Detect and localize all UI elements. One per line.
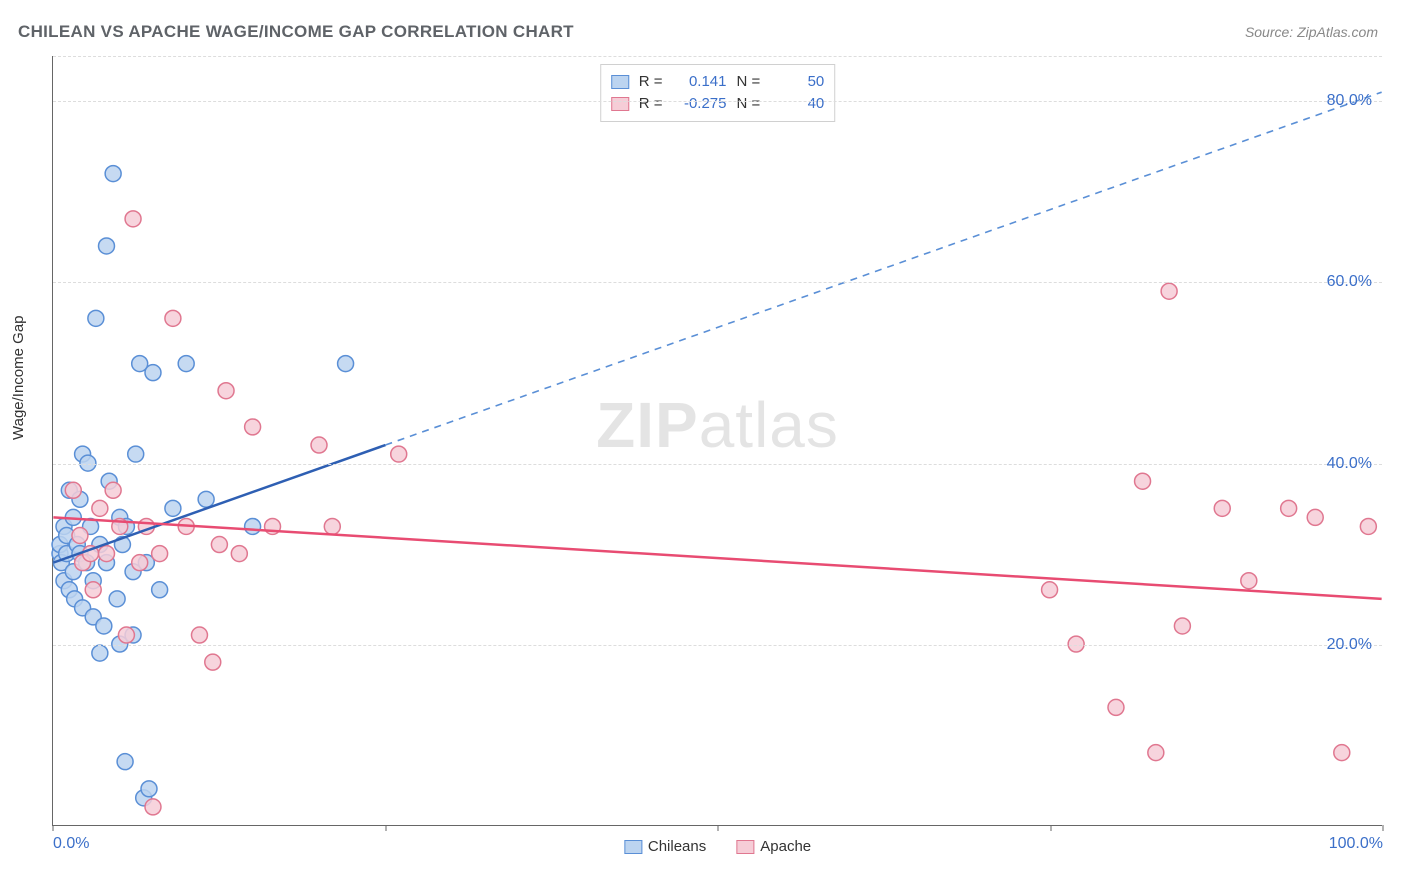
data-point: [117, 754, 133, 770]
r-label: R =: [639, 93, 663, 115]
data-point: [191, 627, 207, 643]
x-tick-mark: [1050, 825, 1051, 831]
r-value: -0.275: [673, 93, 727, 115]
x-tick-mark: [718, 825, 719, 831]
data-point: [211, 537, 227, 553]
data-point: [92, 645, 108, 661]
legend-label: Apache: [760, 838, 811, 855]
data-point: [88, 310, 104, 326]
n-value: 50: [770, 71, 824, 93]
data-point: [141, 781, 157, 797]
x-tick-mark: [53, 825, 54, 831]
chart-svg: [53, 56, 1382, 825]
chart-container: CHILEAN VS APACHE WAGE/INCOME GAP CORREL…: [0, 0, 1406, 892]
data-point: [145, 365, 161, 381]
data-point: [152, 546, 168, 562]
data-point: [231, 546, 247, 562]
data-point: [165, 500, 181, 516]
data-point: [1148, 745, 1164, 761]
data-point: [245, 419, 261, 435]
x-tick-label: 100.0%: [1329, 835, 1383, 853]
data-point: [85, 582, 101, 598]
data-point: [128, 446, 144, 462]
data-point: [125, 211, 141, 227]
data-point: [118, 627, 134, 643]
gridline: [53, 282, 1382, 283]
plot-area: ZIPatlas R =0.141N =50R =-0.275N =40 Chi…: [52, 56, 1382, 826]
x-tick-label: 0.0%: [53, 835, 89, 853]
data-point: [1307, 509, 1323, 525]
data-point: [324, 518, 340, 534]
data-point: [105, 166, 121, 182]
data-point: [92, 500, 108, 516]
data-point: [311, 437, 327, 453]
n-label: N =: [737, 93, 761, 115]
data-point: [245, 518, 261, 534]
legend-row: R = 0.141 N = 50: [611, 71, 825, 93]
data-point: [1214, 500, 1230, 516]
legend-item: Chileans: [624, 838, 706, 855]
legend-swatch: [736, 840, 754, 854]
r-value: 0.141: [673, 71, 727, 93]
data-point: [1334, 745, 1350, 761]
x-tick-mark: [385, 825, 386, 831]
data-point: [132, 555, 148, 571]
correlation-legend: R = 0.141 N = 50 R = -0.275 N = 40: [600, 64, 836, 122]
data-point: [1108, 699, 1124, 715]
gridline: [53, 56, 1382, 57]
gridline: [53, 645, 1382, 646]
y-tick-label: 20.0%: [1327, 636, 1372, 654]
data-point: [109, 591, 125, 607]
gridline: [53, 464, 1382, 465]
data-point: [338, 356, 354, 372]
data-point: [105, 482, 121, 498]
n-label: N =: [737, 71, 761, 93]
legend-item: Apache: [736, 838, 811, 855]
data-point: [99, 546, 115, 562]
data-point: [1241, 573, 1257, 589]
data-point: [1161, 283, 1177, 299]
data-point: [1360, 518, 1376, 534]
y-tick-label: 40.0%: [1327, 455, 1372, 473]
data-point: [65, 482, 81, 498]
data-point: [152, 582, 168, 598]
x-tick-mark: [1383, 825, 1384, 831]
series-legend: Chileans Apache: [624, 838, 811, 855]
data-point: [96, 618, 112, 634]
data-point: [391, 446, 407, 462]
data-point: [205, 654, 221, 670]
data-point: [145, 799, 161, 815]
trend-line: [385, 92, 1381, 445]
data-point: [1281, 500, 1297, 516]
r-label: R =: [639, 71, 663, 93]
n-value: 40: [770, 93, 824, 115]
trend-line: [53, 517, 1381, 598]
chart-title: CHILEAN VS APACHE WAGE/INCOME GAP CORREL…: [18, 22, 574, 42]
data-point: [218, 383, 234, 399]
legend-swatch: [624, 840, 642, 854]
data-point: [178, 356, 194, 372]
legend-swatch: [611, 97, 629, 111]
source-label: Source: ZipAtlas.com: [1245, 24, 1378, 40]
gridline: [53, 101, 1382, 102]
y-tick-label: 60.0%: [1327, 273, 1372, 291]
legend-label: Chileans: [648, 838, 706, 855]
data-point: [1174, 618, 1190, 634]
data-point: [1135, 473, 1151, 489]
data-point: [1042, 582, 1058, 598]
data-point: [99, 238, 115, 254]
legend-row: R = -0.275 N = 40: [611, 93, 825, 115]
y-axis-label: Wage/Income Gap: [10, 315, 27, 440]
y-tick-label: 80.0%: [1327, 92, 1372, 110]
data-point: [72, 528, 88, 544]
legend-swatch: [611, 75, 629, 89]
data-point: [165, 310, 181, 326]
data-point: [198, 491, 214, 507]
